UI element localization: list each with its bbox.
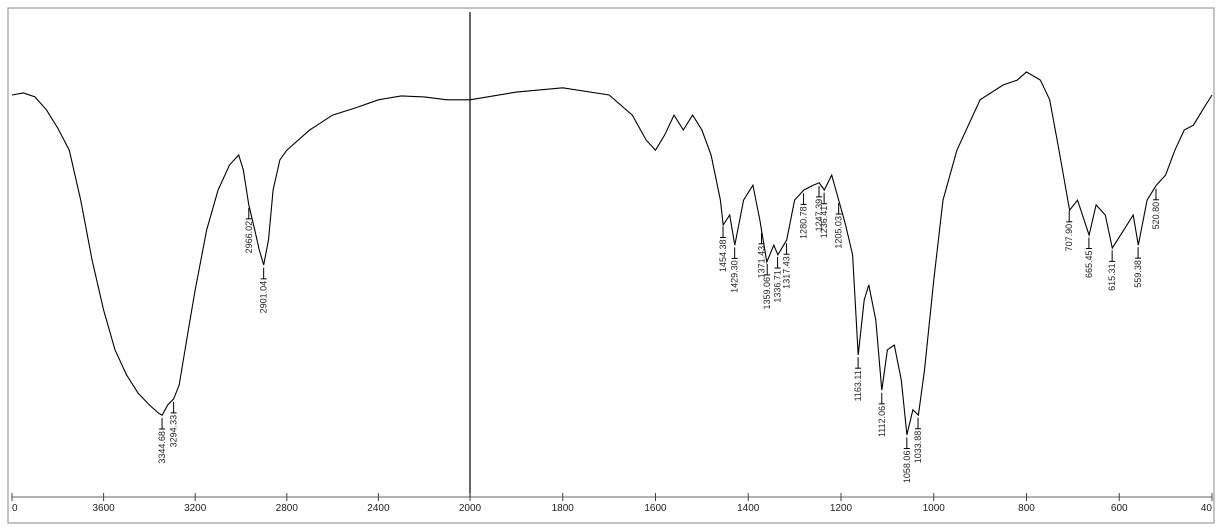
peak-label: 1163.11 bbox=[853, 370, 863, 401]
peak-label: 520.80 bbox=[1151, 202, 1161, 230]
x-tick-label: 1800 bbox=[552, 503, 575, 514]
peak-label: 665.45 bbox=[1084, 250, 1094, 278]
x-tick-label: 2800 bbox=[276, 503, 299, 514]
peak-label: 1247.39 bbox=[814, 199, 824, 232]
peak-label: 1429.30 bbox=[730, 260, 740, 293]
x-tick-label: 1400 bbox=[737, 503, 760, 514]
peak-label: 559.38 bbox=[1133, 260, 1143, 288]
x-tick-label: 2400 bbox=[367, 503, 390, 514]
peak-label: 1236.41 bbox=[819, 206, 829, 239]
x-tick-label: 0 bbox=[12, 503, 18, 514]
x-tick-label: 1000 bbox=[923, 503, 946, 514]
peak-label: 2966.02 bbox=[244, 221, 254, 254]
x-tick-label: 600 bbox=[1111, 503, 1128, 514]
x-tick-label: 40 bbox=[1201, 503, 1213, 514]
peak-label: 1033.88 bbox=[913, 431, 923, 464]
peak-label: 3344.68 bbox=[157, 431, 167, 464]
x-tick-label: 800 bbox=[1018, 503, 1035, 514]
peak-label: 1336.71 bbox=[773, 270, 783, 303]
peak-label: 1454.38 bbox=[718, 239, 728, 272]
x-tick-label: 3600 bbox=[92, 503, 115, 514]
peak-label: 1112.06 bbox=[877, 406, 887, 437]
x-tick-label: 1200 bbox=[830, 503, 853, 514]
peak-label: 1371.43 bbox=[756, 246, 766, 279]
peak-label: 2901.04 bbox=[259, 281, 269, 314]
peak-label: 1359.06 bbox=[762, 277, 772, 310]
peak-label: 615.31 bbox=[1107, 263, 1117, 291]
x-tick-label: 1600 bbox=[644, 503, 667, 514]
peak-label: 1205.03 bbox=[834, 216, 844, 249]
peak-label: 1280.78 bbox=[799, 206, 809, 239]
frame bbox=[7, 7, 1215, 524]
spectrum-line bbox=[11, 71, 1213, 435]
peak-label: 707.90 bbox=[1064, 224, 1074, 252]
peak-label: 3294.33 bbox=[169, 415, 179, 448]
x-tick-label: 3200 bbox=[184, 503, 207, 514]
peak-label: 1058.06 bbox=[902, 451, 912, 484]
x-tick-label: 2000 bbox=[459, 503, 482, 514]
peak-label: 1317.43 bbox=[782, 256, 792, 289]
